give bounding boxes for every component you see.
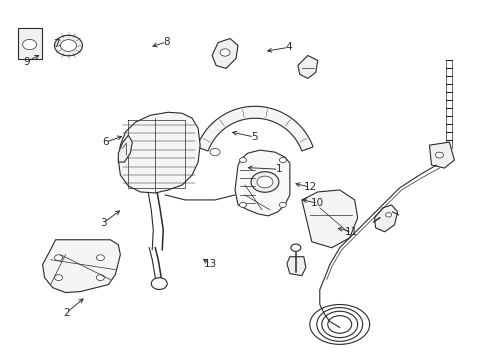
Text: 10: 10 [310,198,324,208]
Circle shape [220,49,229,56]
Text: 13: 13 [203,259,217,269]
Circle shape [239,158,246,163]
Text: 2: 2 [63,308,70,318]
Text: 4: 4 [285,42,291,52]
Polygon shape [301,190,357,248]
Text: 3: 3 [100,218,106,228]
Polygon shape [286,257,305,276]
Circle shape [96,255,104,261]
Polygon shape [374,205,397,232]
Text: 9: 9 [23,57,30,67]
Circle shape [435,152,443,158]
Text: 12: 12 [303,182,316,192]
Text: 5: 5 [250,132,257,142]
Polygon shape [297,55,317,78]
Circle shape [385,213,391,217]
Polygon shape [212,39,238,68]
Circle shape [239,202,246,207]
Polygon shape [428,142,453,168]
Polygon shape [42,240,120,293]
Polygon shape [197,106,312,151]
Polygon shape [235,150,289,216]
Circle shape [279,158,286,163]
Circle shape [22,39,37,50]
Circle shape [61,40,76,51]
Circle shape [290,244,300,251]
Polygon shape [118,112,200,193]
Circle shape [279,202,286,207]
Text: 7: 7 [53,39,60,49]
Circle shape [55,275,62,280]
Circle shape [55,35,82,56]
Polygon shape [118,135,132,162]
Circle shape [96,275,104,280]
Circle shape [151,278,167,289]
Text: 8: 8 [163,37,169,47]
FancyBboxPatch shape [18,27,41,59]
Circle shape [256,176,272,188]
Circle shape [210,148,220,156]
Circle shape [55,255,62,261]
Circle shape [250,172,278,192]
Text: 6: 6 [102,138,109,147]
Text: 11: 11 [345,227,358,237]
Text: 1: 1 [275,164,282,174]
